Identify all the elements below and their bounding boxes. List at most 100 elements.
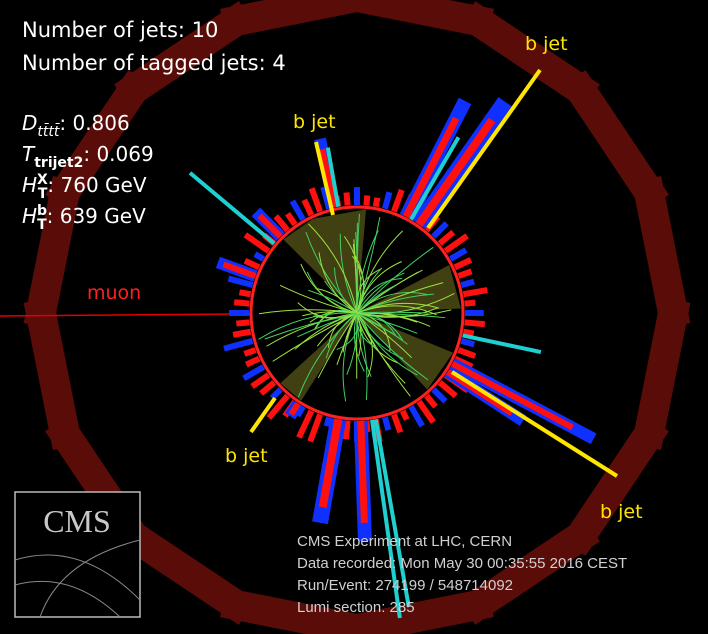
variable: Dtt̄tt̄: 0.806	[22, 111, 130, 140]
tower	[308, 187, 323, 213]
track	[318, 252, 358, 314]
tower	[424, 393, 438, 409]
tower	[443, 233, 469, 254]
jet-axis	[450, 370, 619, 478]
tower	[223, 338, 254, 352]
track	[297, 302, 358, 319]
muon-chamber	[631, 296, 691, 450]
muon-chamber	[45, 70, 154, 212]
tower	[232, 328, 252, 338]
tower	[391, 188, 405, 213]
tower	[363, 195, 371, 206]
tower	[382, 416, 392, 431]
jet-label: b jet	[525, 33, 568, 55]
tower	[415, 117, 496, 227]
track	[266, 312, 358, 347]
muon-chamber	[114, 1, 256, 110]
variable-value: : 0.069	[83, 142, 153, 166]
tower	[285, 212, 298, 227]
tower	[431, 221, 449, 239]
jet-cone	[357, 264, 461, 313]
variable-value: : 639 GeV	[47, 204, 146, 228]
track	[356, 312, 413, 359]
tower	[402, 116, 460, 219]
track	[356, 305, 437, 316]
variable-symbol: H	[22, 173, 37, 197]
muon-chamber	[458, 1, 600, 110]
variable-symbol: D	[22, 111, 37, 135]
muon-chamber	[220, 0, 374, 39]
tower	[431, 387, 448, 404]
track	[356, 309, 452, 318]
tower	[245, 355, 261, 368]
track	[343, 236, 362, 314]
track	[356, 213, 360, 314]
track	[308, 223, 358, 314]
variable: Hb T: 639 GeV	[22, 203, 146, 233]
track	[258, 312, 358, 340]
variable-sup: b	[37, 203, 47, 219]
tower	[236, 319, 250, 327]
track	[297, 312, 358, 398]
muon-label: muon	[87, 282, 141, 304]
track	[356, 230, 379, 314]
track	[356, 312, 429, 381]
tower	[266, 393, 290, 420]
tower	[307, 413, 323, 443]
calorimeter-towers	[188, 97, 597, 619]
tower	[296, 409, 315, 439]
tower	[457, 268, 473, 279]
tower	[318, 418, 343, 508]
track-ext	[462, 333, 542, 355]
muon-chamber	[220, 587, 374, 634]
tower	[222, 261, 257, 279]
track-ext	[373, 419, 411, 607]
tower	[416, 399, 436, 424]
tower	[273, 214, 290, 233]
tower	[243, 232, 271, 254]
variable-sub: tt̄tt̄	[37, 122, 60, 140]
jets	[249, 68, 619, 478]
variable-value: : 760 GeV	[47, 173, 146, 197]
track	[356, 269, 423, 314]
track	[356, 312, 378, 349]
jet-label: b jet	[600, 501, 643, 523]
variable-symbol: T	[22, 142, 36, 166]
tower	[462, 287, 488, 298]
tracks	[258, 209, 461, 402]
muon-chamber	[560, 414, 669, 556]
tower	[449, 247, 468, 262]
tower	[437, 380, 458, 399]
track	[308, 312, 358, 326]
info-line: Data recorded: Mon May 30 00:35:55 2016 …	[297, 555, 627, 572]
tower	[460, 278, 475, 288]
track	[356, 312, 373, 378]
jet-label: b jet	[225, 445, 268, 467]
track	[356, 312, 408, 345]
info-line: Run/Event: 274199 / 548714092	[297, 577, 513, 594]
track	[336, 312, 358, 365]
tower	[382, 191, 393, 210]
muon-chamber	[560, 70, 669, 212]
tower	[354, 187, 360, 205]
tower	[227, 275, 254, 288]
tower	[301, 198, 315, 217]
tower	[357, 420, 368, 523]
tower	[243, 258, 261, 271]
tower	[288, 401, 301, 416]
info-line: Lumi section: 285	[297, 599, 415, 616]
track-ext	[325, 147, 341, 207]
tower	[437, 229, 456, 246]
tower	[465, 310, 484, 316]
muon-chamber	[340, 587, 494, 634]
tagged-jet-count: Number of tagged jets: 4	[22, 51, 286, 75]
track	[272, 312, 358, 362]
tower	[289, 199, 306, 221]
tower	[259, 380, 277, 396]
tower	[399, 409, 410, 421]
variable-sub: trijet2	[34, 155, 83, 171]
muon-chamber	[631, 176, 691, 330]
track	[317, 312, 358, 379]
tower	[408, 405, 425, 428]
